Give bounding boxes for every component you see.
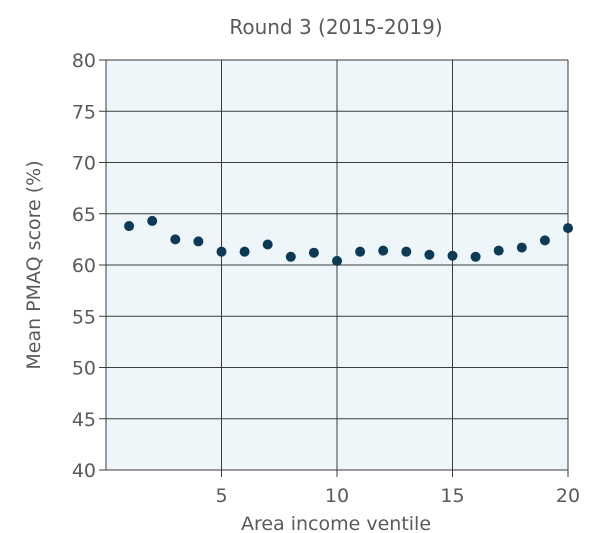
y-axis-label: Mean PMAQ score (%) (23, 160, 45, 369)
data-point (239, 246, 250, 257)
x-tick-label: 20 (556, 485, 580, 507)
y-tick-label: 50 (72, 358, 96, 380)
data-point (447, 250, 458, 261)
data-point (170, 234, 181, 245)
y-tick-label: 65 (72, 204, 96, 226)
data-point (193, 236, 204, 247)
y-tick-label: 60 (72, 255, 96, 277)
y-tick-label: 40 (72, 460, 96, 482)
data-point (401, 246, 412, 257)
y-tick-label: 45 (72, 409, 96, 431)
y-tick-label: 75 (72, 101, 96, 123)
axis-ticks: 40 45 50 55 60 65 70 75 80 5 10 15 20 (72, 50, 580, 507)
data-point (516, 242, 527, 253)
y-tick-label: 80 (72, 50, 96, 72)
data-point (285, 251, 296, 262)
data-point (539, 235, 550, 246)
data-points (124, 215, 573, 266)
x-axis-label: Area income ventile (241, 513, 431, 533)
data-point (470, 251, 481, 262)
x-tick-label: 15 (440, 485, 464, 507)
y-tick-label: 70 (72, 153, 96, 175)
y-tick-label: 55 (72, 306, 96, 328)
data-point (355, 246, 366, 257)
data-point (124, 221, 135, 232)
data-point (216, 246, 227, 257)
data-point (424, 249, 435, 260)
data-point (308, 247, 319, 258)
x-tick-label: 5 (215, 485, 227, 507)
data-point (262, 239, 273, 250)
data-point (147, 215, 158, 226)
x-tick-label: 10 (325, 485, 349, 507)
chart-title: Round 3 (2015-2019) (229, 15, 442, 39)
data-point (493, 245, 504, 256)
data-point (563, 223, 573, 234)
data-point (378, 245, 389, 256)
data-point (332, 255, 342, 266)
